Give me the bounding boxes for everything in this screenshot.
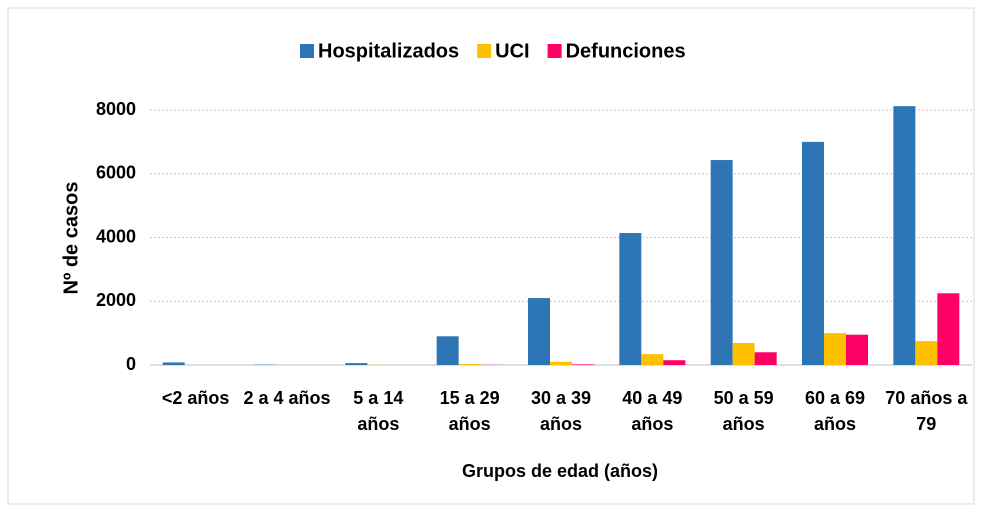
y-tick-label: 6000 bbox=[96, 163, 136, 183]
bar bbox=[641, 354, 664, 365]
bar bbox=[710, 160, 733, 365]
x-tick-label: 30 a 39 años bbox=[530, 388, 592, 434]
bar bbox=[619, 233, 642, 365]
bar bbox=[550, 361, 572, 365]
bar bbox=[572, 364, 594, 365]
y-tick-label: 2000 bbox=[96, 290, 136, 310]
legend-swatch bbox=[300, 44, 314, 58]
legend-label: Defunciones bbox=[566, 40, 686, 62]
x-tick-label: 2 a 4 años bbox=[243, 388, 331, 408]
x-axis-title: Grupos de edad (años) bbox=[462, 461, 658, 481]
chart-frame bbox=[7, 7, 975, 505]
legend-swatch bbox=[547, 44, 562, 58]
y-tick-label: 8000 bbox=[96, 99, 136, 119]
bar bbox=[846, 334, 868, 365]
bar bbox=[732, 343, 755, 365]
x-tick-label: 60 a 69 años bbox=[804, 388, 866, 434]
x-tick-label: 5 a 14 años bbox=[353, 388, 404, 434]
bar bbox=[663, 360, 686, 365]
y-axis-title: Nº de casos bbox=[60, 182, 82, 295]
bar bbox=[915, 341, 938, 365]
bar bbox=[528, 298, 550, 365]
legend-swatch bbox=[477, 44, 492, 58]
bar bbox=[458, 364, 481, 365]
bar bbox=[893, 106, 916, 366]
bar bbox=[824, 333, 846, 365]
y-tick-label: 4000 bbox=[96, 226, 136, 246]
x-tick-label: 50 a 59 años bbox=[713, 388, 774, 434]
bar bbox=[802, 141, 824, 365]
bar bbox=[162, 362, 185, 365]
legend-label: UCI bbox=[495, 40, 529, 62]
bar bbox=[345, 363, 368, 365]
bar bbox=[754, 352, 777, 365]
x-tick-label: 40 a 49 años bbox=[622, 388, 683, 434]
bar bbox=[436, 336, 459, 365]
x-tick-label: <2 años bbox=[161, 388, 230, 408]
bar bbox=[937, 293, 960, 365]
legend-label: Hospitalizados bbox=[318, 40, 459, 62]
x-tick-label: 70 años a 79 bbox=[885, 388, 968, 434]
y-tick-label: 0 bbox=[126, 354, 136, 374]
x-tick-label: 15 a 29 años bbox=[439, 388, 500, 434]
